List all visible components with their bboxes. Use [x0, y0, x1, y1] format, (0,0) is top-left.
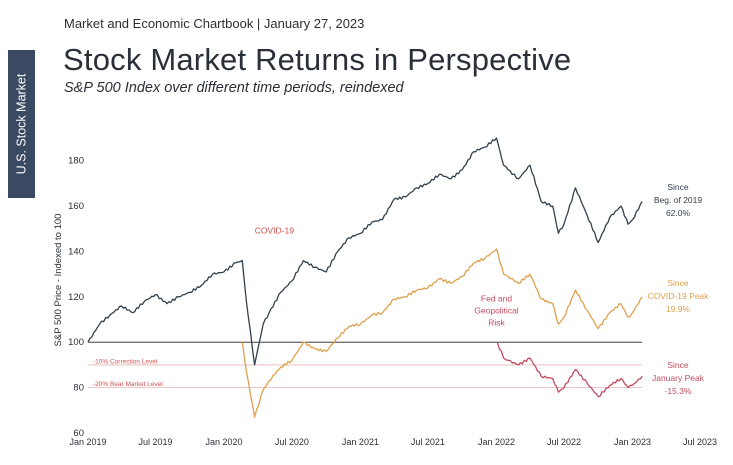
y-tick-label: 120 [68, 292, 84, 303]
series-end-label: 19.9% [666, 304, 691, 314]
series-end-label: 62.0% [666, 208, 691, 218]
x-tick-label: Jul 2022 [547, 437, 581, 447]
series-end-label: January Peak [652, 373, 705, 383]
series-end-label: Since [667, 182, 689, 192]
x-tick-label: Jan 2023 [614, 437, 651, 447]
series-end-label: Since [667, 360, 689, 370]
section-tab: U.S. Stock Market [8, 50, 35, 198]
series-line-since-january-peak [496, 341, 643, 398]
y-tick-label: 180 [68, 156, 84, 167]
reference-lines: -10% Correction Level -20% Bear Market Le… [88, 341, 642, 388]
chart-title: Stock Market Returns in Perspective [63, 42, 572, 77]
series-end-label: Beg. of 2019 [654, 195, 702, 205]
chart-annotation: Fed and [481, 293, 512, 303]
x-tick-label: Jul 2019 [138, 437, 172, 447]
y-axis-label: S&P 500 Price - Indexed to 100 [53, 214, 64, 347]
series-line-since-covid-peak [241, 248, 643, 418]
x-tick-label: Jul 2023 [683, 437, 717, 447]
chart-subtitle: S&P 500 Index over different time period… [64, 80, 404, 96]
y-tick-label: 140 [68, 246, 84, 257]
series-end-label: -15.3% [665, 386, 692, 396]
x-tick-label: Jul 2021 [411, 437, 445, 447]
x-tick-label: Jan 2020 [206, 437, 243, 447]
x-tick-label: Jan 2022 [478, 437, 515, 447]
reference-line-label: -20% Bear Market Level [93, 381, 163, 388]
y-tick-label: 60 [73, 428, 84, 439]
reference-line-label: -10% Correction Level [93, 358, 158, 365]
series-line-since-2019 [87, 137, 643, 366]
x-tick-label: Jan 2021 [342, 437, 379, 447]
y-tick-label: 100 [68, 337, 84, 348]
chart-annotation: COVID-19 [255, 225, 294, 235]
x-tick-label: Jan 2019 [69, 437, 106, 447]
x-axis-ticks: Jan 2019 Jul 2019 Jan 2020 Jul 2020 Jan 2021… [69, 437, 717, 447]
y-tick-label: 80 [73, 383, 84, 394]
y-axis-ticks: 60 80 100 120 140 160 180 [68, 156, 84, 439]
chart-annotation: Geopolitical [474, 305, 519, 315]
x-tick-label: Jul 2020 [275, 437, 309, 447]
annotations: COVID-19 Fed and Geopolitical Risk [255, 225, 519, 327]
chart-annotation: Risk [488, 317, 505, 327]
y-tick-label: 160 [68, 201, 84, 212]
series-end-label: COVID-19 Peak [648, 291, 710, 301]
series-end-labels: Since Beg. of 2019 62.0% Since COVID-19 Peak… [648, 182, 710, 396]
series-lines [87, 137, 643, 418]
series-end-label: Since [667, 278, 689, 288]
chartbook-header: Market and Economic Chartbook | January … [64, 16, 365, 31]
